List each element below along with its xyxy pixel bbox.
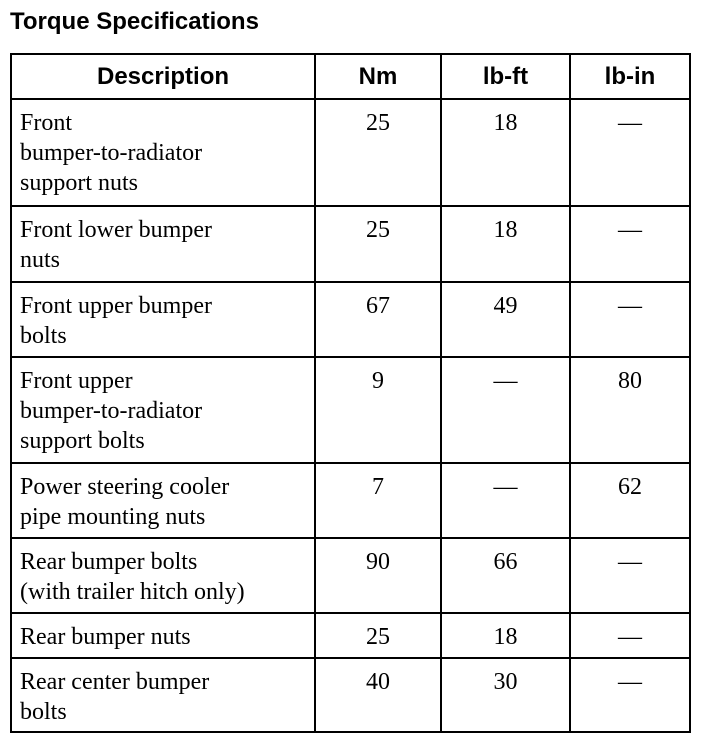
column-header-lbin: lb-in <box>569 54 690 100</box>
cell-lbin: — <box>569 537 690 613</box>
cell-description: Front bumper-to-radiator support nuts <box>11 98 315 206</box>
description-line: Front <box>20 110 73 136</box>
column-header-nm: Nm <box>314 54 441 100</box>
page-title: Torque Specifications <box>10 8 259 35</box>
description-line: bolts <box>20 323 67 349</box>
cell-lbin: — <box>569 205 690 282</box>
cell-lbin: — <box>569 657 690 732</box>
column-header-description: Description <box>11 54 315 100</box>
cell-lbft: 18 <box>440 612 570 658</box>
column-header-lbft: lb-ft <box>440 54 570 100</box>
cell-nm: 25 <box>314 205 441 282</box>
cell-lbin: — <box>569 281 690 357</box>
description-line: Rear bumper bolts <box>20 549 198 575</box>
description-line: bolts <box>20 699 67 725</box>
cell-lbin: — <box>569 98 690 206</box>
table-header-row: Description Nm lb-ft lb-in <box>11 54 690 100</box>
description-line: Rear center bumper <box>20 669 210 695</box>
cell-lbft: — <box>440 356 570 463</box>
cell-nm: 7 <box>314 462 441 538</box>
cell-lbft: 66 <box>440 537 570 613</box>
cell-lbin: 80 <box>569 356 690 463</box>
description-line: Front upper bumper <box>20 293 212 319</box>
description-line: bumper-to-radiator <box>20 398 203 424</box>
torque-table: Description Nm lb-ft lb-in Front bumper-t… <box>10 53 691 733</box>
table-row: Rear bumper nuts 25 18— <box>11 612 690 658</box>
cell-description: Front upper bumper-to-radiator support bol… <box>11 356 315 463</box>
description-line: support bolts <box>20 428 145 454</box>
cell-nm: 25 <box>314 98 441 206</box>
cell-lbft: 18 <box>440 98 570 206</box>
description-line: Rear bumper nuts <box>20 624 191 650</box>
cell-description: Power steering cooler pipe mounting nuts <box>11 462 315 538</box>
table-row: Front upper bumper bolts 67 49— <box>11 281 690 357</box>
cell-lbft: 49 <box>440 281 570 357</box>
cell-lbft: 18 <box>440 205 570 282</box>
cell-nm: 67 <box>314 281 441 357</box>
cell-description: Rear center bumper bolts <box>11 657 315 732</box>
cell-description: Front upper bumper bolts <box>11 281 315 357</box>
description-line: nuts <box>20 247 61 273</box>
table-row: Rear center bumper bolts 40 30— <box>11 657 690 732</box>
cell-description: Rear bumper bolts (with trailer hitch onl… <box>11 537 315 613</box>
cell-lbin: — <box>569 612 690 658</box>
description-line: Front upper <box>20 368 133 394</box>
cell-nm: 9 <box>314 356 441 463</box>
description-line: (with trailer hitch only) <box>20 579 245 605</box>
cell-nm: 40 <box>314 657 441 732</box>
table-row: Rear bumper bolts (with trailer hitch onl… <box>11 537 690 613</box>
cell-lbft: — <box>440 462 570 538</box>
description-line: support nuts <box>20 170 139 196</box>
cell-lbin: 62 <box>569 462 690 538</box>
cell-nm: 90 <box>314 537 441 613</box>
cell-nm: 25 <box>314 612 441 658</box>
table-row: Front upper bumper-to-radiator support bol… <box>11 356 690 463</box>
table-row: Front lower bumper nuts 25 18— <box>11 205 690 282</box>
description-line: pipe mounting nuts <box>20 504 206 530</box>
table-row: Power steering cooler pipe mounting nuts 7… <box>11 462 690 538</box>
cell-description: Front lower bumper nuts <box>11 205 315 282</box>
cell-description: Rear bumper nuts <box>11 612 315 658</box>
description-line: Power steering cooler <box>20 474 230 500</box>
description-line: bumper-to-radiator <box>20 140 203 166</box>
description-line: Front lower bumper <box>20 217 212 243</box>
cell-lbft: 30 <box>440 657 570 732</box>
table-row: Front bumper-to-radiator support nuts 25 18— <box>11 98 690 206</box>
